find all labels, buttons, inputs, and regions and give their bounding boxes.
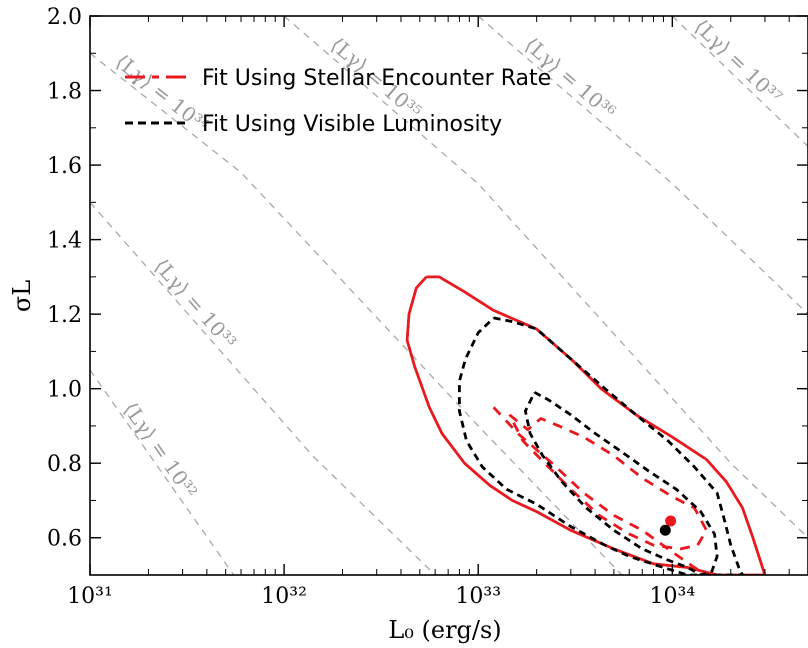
best-fit-layer — [659, 515, 677, 536]
iso-label-0: ⟨Lγ⟩ = 10³² — [119, 398, 203, 503]
iso-line-4 — [477, 16, 808, 315]
iso-line-3 — [283, 16, 808, 539]
iso-label-1: ⟨Lγ⟩ = 10³³ — [149, 254, 241, 354]
y-tick-label-0: 0.6 — [47, 527, 82, 552]
iso-line-2 — [90, 52, 623, 575]
contour-layer — [405, 275, 767, 575]
iso-luminosity-layer — [90, 16, 808, 575]
contour-1-1 — [524, 391, 719, 575]
x-tick-label-0: 10³¹ — [67, 584, 113, 609]
contour-0-2 — [508, 413, 708, 551]
legend: Fit Using Stellar Encounter Rate Fit Usi… — [125, 66, 551, 137]
y-tick-label-4: 1.4 — [47, 229, 82, 254]
contour-1-0 — [458, 316, 744, 575]
best-fit-point-1 — [659, 524, 671, 536]
iso-line-0 — [90, 369, 235, 575]
plot-frame — [89, 15, 808, 576]
y-axis-title: σL — [8, 280, 36, 312]
iso-line-5 — [671, 16, 808, 147]
best-fit-point-0 — [665, 515, 677, 527]
iso-label-5: ⟨Lγ⟩ = 10³⁷ — [690, 14, 787, 109]
y-tick-label-5: 1.6 — [47, 154, 82, 179]
tick-labels: ⟨Lγ⟩ = 10³²⟨Lγ⟩ = 10³³⟨Lγ⟩ = 10³⁴ ⟨Lγ⟩ = … — [47, 5, 787, 609]
y-tick-label-1: 0.8 — [47, 452, 82, 477]
legend-label-encounter: Fit Using Stellar Encounter Rate — [202, 66, 551, 91]
x-tick-label-1: 10³² — [261, 584, 307, 609]
x-tick-label-3: 10³⁴ — [650, 584, 696, 609]
axis-ticks — [89, 15, 808, 576]
x-tick-label-2: 10³³ — [455, 584, 501, 609]
x-axis-title: L₀ (erg/s) — [388, 616, 501, 644]
legend-label-luminosity: Fit Using Visible Luminosity — [202, 112, 502, 137]
contour-0-1 — [492, 406, 708, 575]
y-tick-label-2: 1.0 — [47, 378, 82, 403]
y-tick-label-6: 1.8 — [47, 80, 82, 105]
y-tick-label-3: 1.2 — [47, 303, 82, 328]
y-tick-label-7: 2.0 — [47, 5, 82, 30]
iso-line-1 — [90, 201, 436, 575]
